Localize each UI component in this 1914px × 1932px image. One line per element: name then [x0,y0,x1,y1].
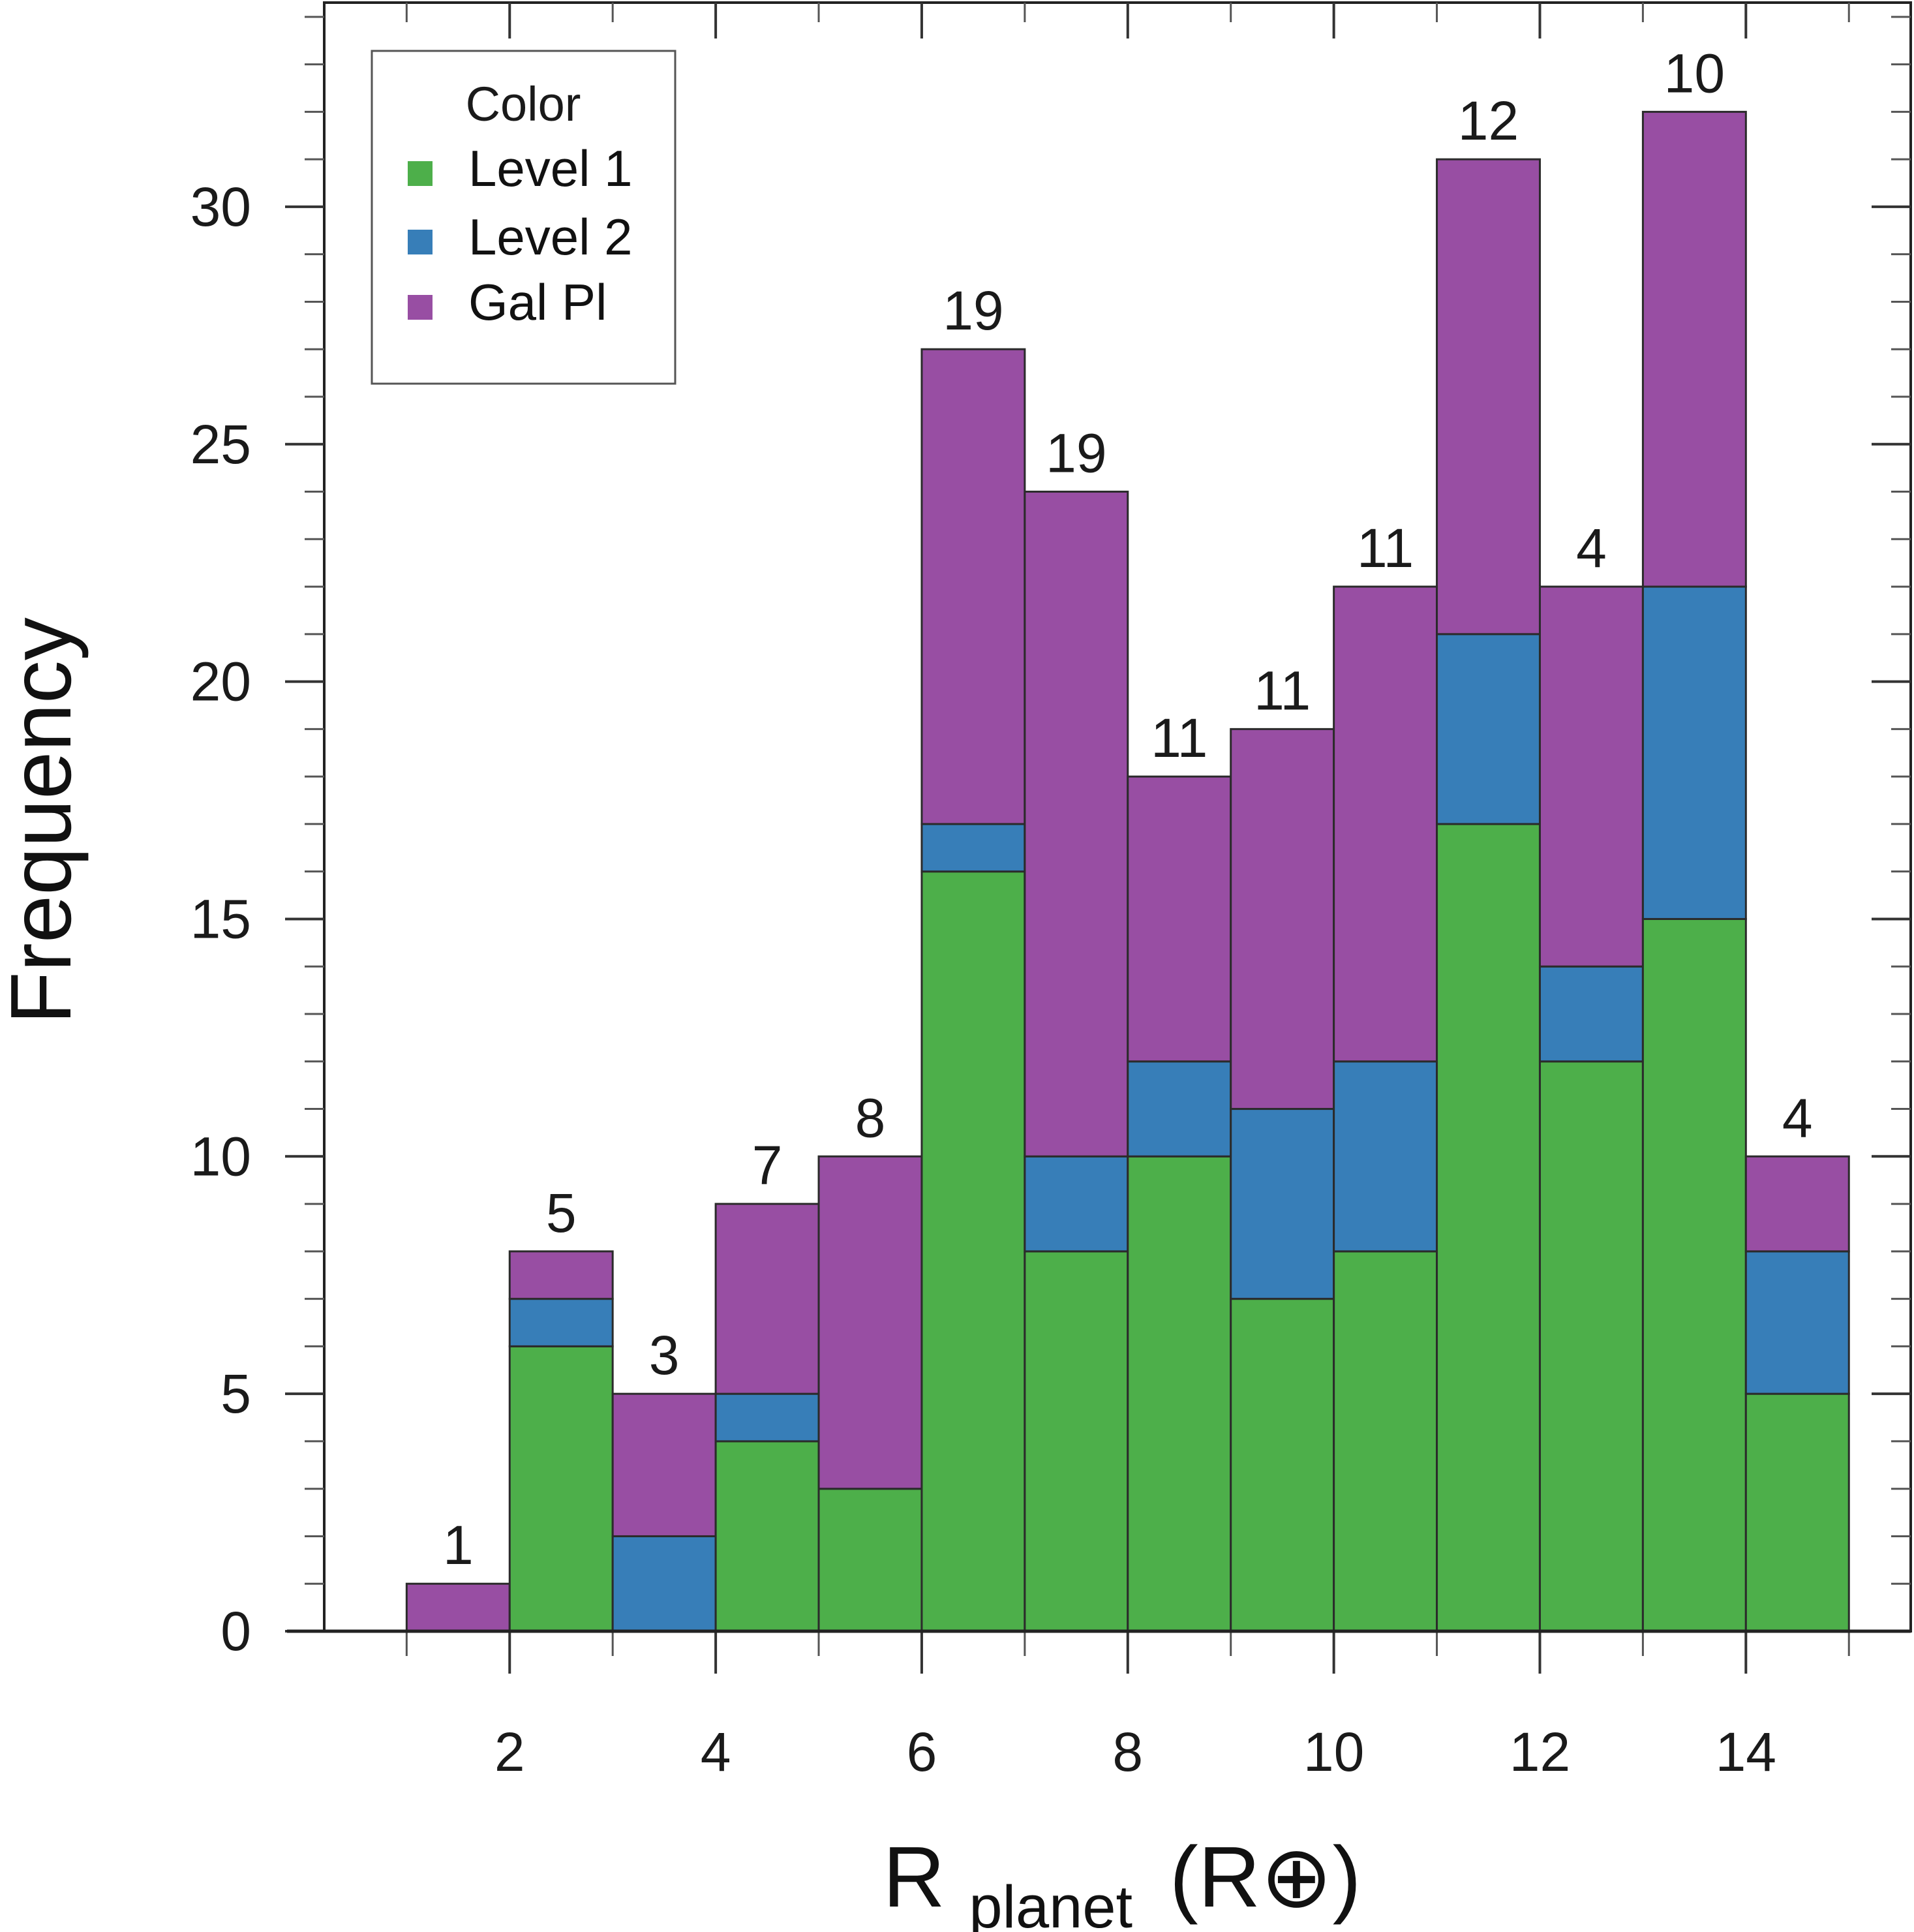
bar-segment-level-1 [1744,1392,1850,1633]
bar-segment-level-1 [920,870,1026,1633]
bar-count-label: 7 [752,1135,783,1196]
bar-segment-level-2 [1641,585,1747,920]
bar-segment-gal-pl [920,348,1026,825]
x-tick-label: 8 [1112,1721,1143,1783]
y-tick-label: 20 [190,651,251,713]
bar-segment-gal-pl [1230,728,1335,1111]
x-axis-title: R planet (R⊕) [883,1829,1361,1932]
bar-segment-level-2 [920,823,1026,873]
bar-segment-level-2 [1436,633,1541,825]
bar-segment-level-2 [1230,1108,1335,1300]
legend-label: Level 1 [468,140,633,197]
x-axis-title-unit: (R⊕) [1170,1829,1361,1925]
bar-segment-gal-pl [611,1392,717,1537]
bar-count-label: 4 [1576,517,1607,579]
x-tick-label: 6 [907,1721,937,1783]
legend: Color Level 1 Level 2 Gal Pl [371,50,676,385]
legend-swatch-level-2 [408,230,433,254]
bar-segment-gal-pl [1538,585,1644,968]
bar-count-label: 19 [1046,423,1106,484]
bar-segment-level-1 [508,1345,614,1633]
legend-label: Level 2 [468,208,633,266]
bar-segment-gal-pl [714,1203,820,1395]
x-tick-label: 10 [1303,1721,1364,1783]
bar-count-label: 19 [943,280,1003,341]
y-tick-label: 25 [190,414,251,475]
bar-segment-level-2 [1333,1060,1438,1253]
x-axis-title-subscript: planet [969,1874,1132,1932]
bar-segment-level-1 [1436,823,1541,1633]
y-minor-ticks [305,16,1911,1585]
bar-segment-gal-pl [405,1582,511,1633]
bar-segment-level-1 [714,1440,820,1633]
bar-segment-gal-pl [1436,158,1541,636]
legend-swatch-gal-pl [408,295,433,320]
bar-count-label: 5 [546,1182,577,1244]
bar-count-label: 11 [1151,707,1208,769]
bar-segment-level-2 [611,1535,717,1633]
x-tick-label: 2 [494,1721,525,1783]
bar-segment-level-1 [1538,1060,1644,1633]
y-axis-title: Frequency [0,617,89,1024]
bar-segment-gal-pl [1744,1155,1850,1253]
x-tick-label: 14 [1716,1721,1776,1783]
bar-segment-level-2 [714,1392,820,1443]
legend-title: Color [466,77,581,131]
bar-count-label: 4 [1782,1087,1813,1148]
bar-segment-level-1 [1127,1155,1232,1633]
bar-segment-level-1 [1641,917,1747,1633]
bar-count-label: 12 [1458,90,1519,151]
bar-segment-level-2 [1744,1250,1850,1395]
bar-count-label: 1 [443,1514,474,1576]
x-tick-label: 12 [1510,1721,1570,1783]
legend-label: Gal Pl [468,273,607,331]
legend-swatch-level-1 [408,161,433,186]
bar-segment-gal-pl [1333,585,1438,1063]
bar-count-label: 3 [649,1325,680,1386]
bar-count-label: 8 [855,1087,886,1148]
bar-labels-group: 1 5 3 7 8 19 19 11 11 11 12 4 10 4 [443,42,1813,1576]
y-tick-label: 30 [190,176,251,238]
bars-group [405,110,1850,1633]
y-tick-label: 5 [220,1363,251,1424]
bar-segment-level-2 [1127,1060,1232,1158]
bar-segment-gal-pl [508,1250,614,1300]
legend-box [371,50,676,385]
x-ticks: 2 4 6 8 10 12 14 [405,3,1850,1783]
bar-segment-level-2 [508,1298,614,1347]
y-tick-label: 0 [220,1601,251,1662]
x-axis-title-main: R [883,1829,945,1925]
bar-count-label: 11 [1357,517,1414,579]
bar-count-label: 11 [1254,660,1311,721]
bar-segment-level-2 [1024,1155,1129,1253]
y-tick-label: 10 [190,1126,251,1187]
bar-segment-gal-pl [1641,110,1747,588]
x-tick-label: 4 [701,1721,731,1783]
bar-segment-level-1 [1333,1250,1438,1633]
bar-count-label: 10 [1664,42,1725,104]
legend-items: Level 1 Level 2 Gal Pl [408,140,633,331]
bar-segment-level-1 [1230,1298,1335,1633]
bar-segment-level-1 [817,1488,923,1633]
bar-segment-level-1 [1024,1250,1129,1633]
y-tick-label: 15 [190,888,251,949]
bar-segment-gal-pl [1024,491,1129,1158]
bar-segment-gal-pl [817,1155,923,1490]
bar-segment-gal-pl [1127,775,1232,1063]
bar-segment-level-2 [1538,965,1644,1063]
